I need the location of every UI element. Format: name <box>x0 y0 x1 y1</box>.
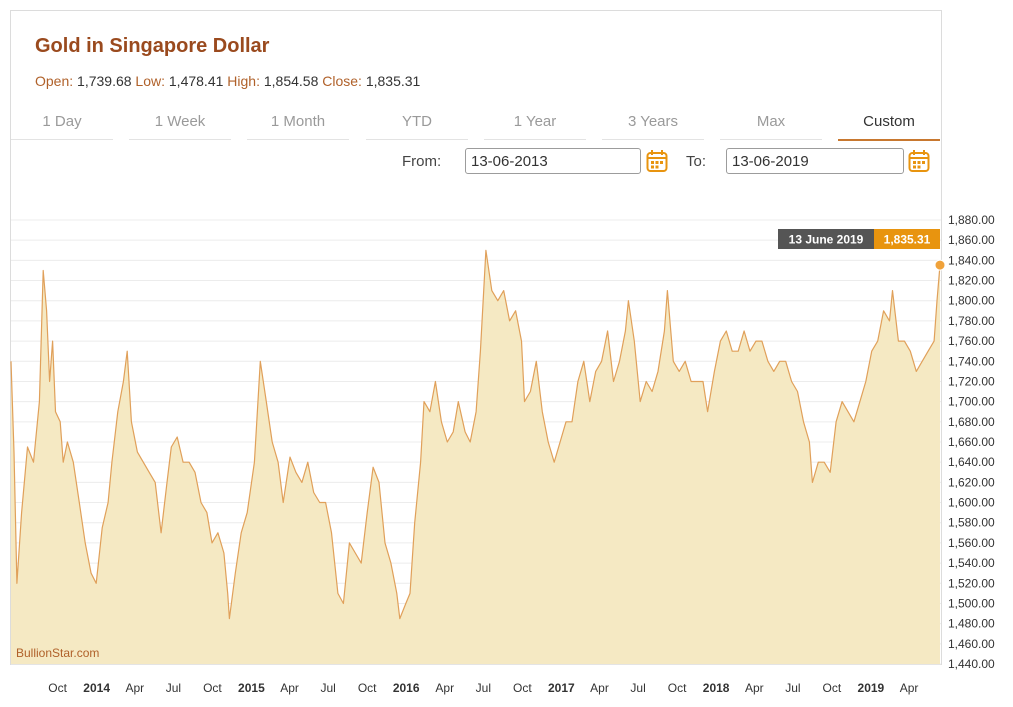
y-axis: 1,440.00 1,460.00 1,480.00 1,500.00 1,520.00… <box>948 213 995 671</box>
tab-1-week[interactable]: 1 Week <box>129 109 231 140</box>
y-tick-label: 1,840.00 <box>948 253 995 267</box>
y-tick-label: 1,520.00 <box>948 576 995 590</box>
from-label: From: <box>402 153 442 170</box>
from-date-input[interactable] <box>465 148 641 174</box>
from-calendar-icon[interactable] <box>646 149 668 173</box>
x-tick-label: 2018 <box>703 681 730 695</box>
x-tick-label: Jul <box>166 681 181 695</box>
period-tabs: 1 Day 1 Week 1 Month YTD 1 Year 3 Years … <box>11 109 941 141</box>
tab-1-day[interactable]: 1 Day <box>11 109 113 140</box>
page-title: Gold in Singapore Dollar <box>35 35 270 57</box>
open-label: Open: <box>35 73 74 89</box>
x-tick-label: Jul <box>476 681 491 695</box>
high-label: High: <box>227 73 260 89</box>
watermark: BullionStar.com <box>16 646 99 660</box>
y-tick-label: 1,740.00 <box>948 354 995 368</box>
open-value: 1,739.68 <box>77 73 132 89</box>
close-value: 1,835.31 <box>365 73 421 89</box>
tab-max[interactable]: Max <box>720 109 822 140</box>
x-tick-label: Oct <box>513 681 532 695</box>
y-tick-label: 1,500.00 <box>948 596 995 610</box>
x-tick-label: Oct <box>358 681 377 695</box>
x-tick-label: Apr <box>745 681 764 695</box>
date-range: From: To: <box>0 148 1013 176</box>
y-tick-label: 1,460.00 <box>948 637 995 651</box>
y-tick-label: 1,680.00 <box>948 415 995 429</box>
x-tick-label: Apr <box>280 681 299 695</box>
y-tick-label: 1,620.00 <box>948 475 995 489</box>
y-tick-label: 1,480.00 <box>948 617 995 631</box>
x-axis: Oct 2014 Apr Jul Oct 2015 Apr Jul Oct 2016 Apr Jul O… <box>48 681 918 695</box>
y-tick-label: 1,720.00 <box>948 374 995 388</box>
x-tick-label: Jul <box>320 681 335 695</box>
y-tick-label: 1,780.00 <box>948 314 995 328</box>
price-line <box>10 249 941 620</box>
tab-1-year[interactable]: 1 Year <box>484 109 586 140</box>
x-tick-label: 2015 <box>238 681 265 695</box>
y-tick-label: 1,660.00 <box>948 435 995 449</box>
close-label: Close: <box>322 73 362 89</box>
x-tick-label: 2019 <box>858 681 885 695</box>
y-tick-label: 1,820.00 <box>948 274 995 288</box>
x-tick-label: 2014 <box>83 681 110 695</box>
low-label: Low: <box>135 73 165 89</box>
to-calendar-icon[interactable] <box>908 149 930 173</box>
last-price-marker[interactable] <box>934 259 946 271</box>
to-label: To: <box>686 153 707 170</box>
tooltip-date: 13 June 2019 <box>789 233 864 247</box>
tab-ytd[interactable]: YTD <box>366 109 468 140</box>
y-tick-label: 1,580.00 <box>948 516 995 530</box>
price-tooltip: 13 June 2019 1,835.31 <box>778 229 940 249</box>
y-tick-label: 1,860.00 <box>948 233 995 247</box>
tooltip-value-bg <box>874 229 940 249</box>
tab-3-years[interactable]: 3 Years <box>602 109 704 140</box>
y-tick-label: 1,760.00 <box>948 334 995 348</box>
y-tick-label: 1,540.00 <box>948 556 995 570</box>
x-tick-label: Oct <box>823 681 842 695</box>
y-tick-label: 1,600.00 <box>948 496 995 510</box>
low-value: 1,478.41 <box>168 73 224 89</box>
y-tick-label: 1,640.00 <box>948 455 995 469</box>
x-tick-label: Jul <box>785 681 800 695</box>
price-stats: Open: 1,739.68 Low: 1,478.41 High: 1,854… <box>35 73 420 89</box>
tooltip-value: 1,835.31 <box>884 233 931 247</box>
y-tick-label: 1,560.00 <box>948 536 995 550</box>
tooltip-date-bg <box>778 229 874 249</box>
x-tick-label: Jul <box>630 681 645 695</box>
y-tick-label: 1,440.00 <box>948 657 995 671</box>
tab-custom[interactable]: Custom <box>838 109 940 141</box>
price-area <box>11 250 940 665</box>
to-date-input[interactable] <box>726 148 904 174</box>
y-tick-label: 1,800.00 <box>948 294 995 308</box>
x-tick-label: Oct <box>668 681 687 695</box>
x-tick-label: Apr <box>435 681 454 695</box>
high-value: 1,854.58 <box>263 73 319 89</box>
tab-1-month[interactable]: 1 Month <box>247 109 349 140</box>
y-tick-label: 1,700.00 <box>948 395 995 409</box>
x-tick-label: 2017 <box>548 681 575 695</box>
x-tick-label: Oct <box>203 681 222 695</box>
y-tick-label: 1,880.00 <box>948 213 995 227</box>
x-tick-label: Apr <box>590 681 609 695</box>
x-tick-label: Apr <box>125 681 144 695</box>
x-tick-label: 2016 <box>393 681 420 695</box>
x-tick-label: Oct <box>48 681 67 695</box>
x-tick-label: Apr <box>900 681 919 695</box>
